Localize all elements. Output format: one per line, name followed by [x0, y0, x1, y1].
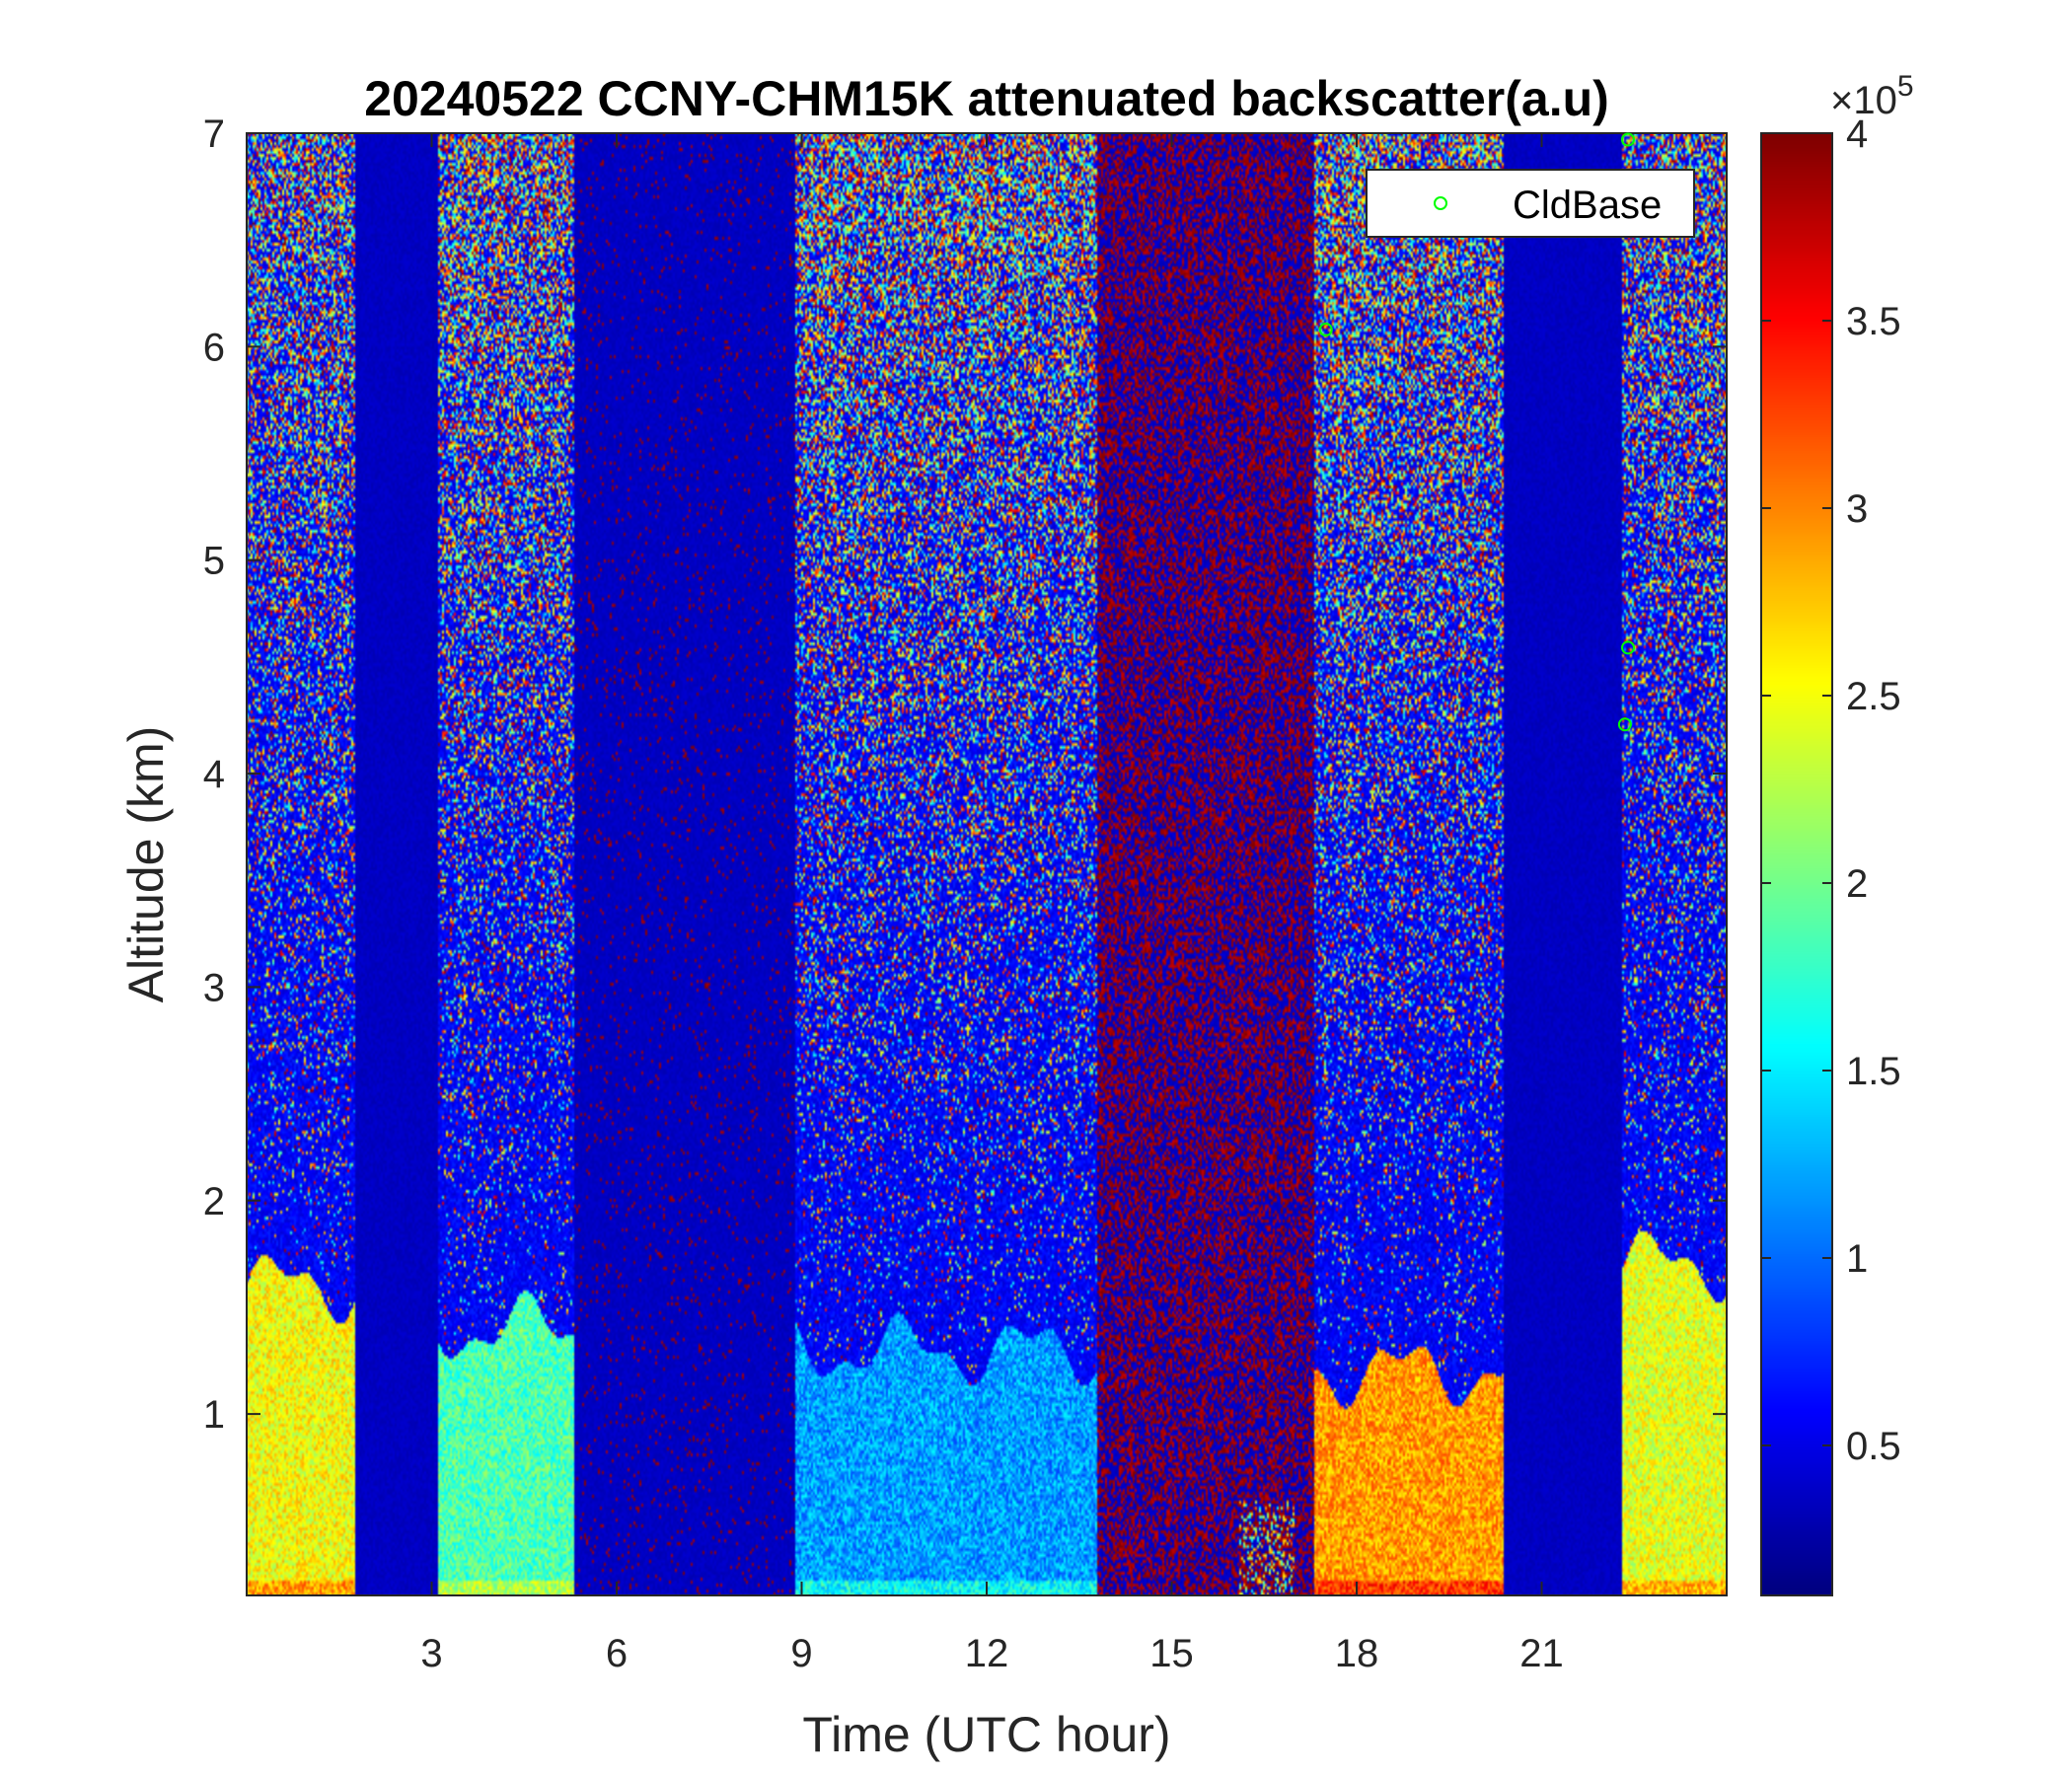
y-axis: 1 2 3 4 5 6 7	[203, 112, 1727, 1437]
y-tick-label: 7	[203, 112, 225, 156]
legend-box	[1366, 169, 1695, 238]
cldbase-point	[1621, 132, 1635, 147]
legend-label-cldbase: CldBase	[1513, 184, 1662, 227]
colorbar: 0.5 1 1.5 2 2.5 3 3.5 4 ×105	[1760, 70, 1914, 1596]
y-tick-label: 4	[203, 753, 225, 796]
colorbar-tick-label: 1	[1846, 1237, 1868, 1281]
y-tick-label: 6	[203, 326, 225, 369]
y-tick-label: 5	[203, 540, 225, 583]
x-tick-label: 9	[790, 1632, 812, 1675]
colorbar-frame	[1760, 132, 1833, 1596]
y-tick-label: 2	[203, 1180, 225, 1223]
x-tick-label: 12	[965, 1632, 1009, 1675]
legend-marker-cldbase	[1434, 196, 1447, 210]
x-tick-label: 18	[1335, 1632, 1379, 1675]
colorbar-multiplier: ×105	[1830, 70, 1914, 122]
colorbar-ticks: 0.5 1 1.5 2 2.5 3 3.5 4	[1761, 112, 1901, 1468]
x-axis-label: Time (UTC hour)	[802, 1707, 1170, 1762]
colorbar-tick-label: 3	[1846, 487, 1868, 531]
backscatter-heatmap	[247, 133, 1727, 1595]
colorbar-tick-label: 1.5	[1846, 1050, 1901, 1093]
cloud-base-series	[1318, 132, 1635, 732]
colorbar-tick-label: 2.5	[1846, 675, 1901, 718]
y-tick-label: 1	[203, 1393, 225, 1437]
colorbar-tick-label: 2	[1846, 862, 1868, 906]
chart-title: 20240522 CCNY-CHM15K attenuated backscat…	[364, 71, 1609, 126]
x-tick-label: 15	[1149, 1632, 1194, 1675]
x-axis: 3 6 9 12 15 18 21	[420, 133, 1564, 1675]
legend: CldBase	[1366, 169, 1695, 238]
y-axis-label: Altitude (km)	[118, 726, 174, 1003]
plot-area	[246, 132, 1728, 1596]
colorbar-tick-label: 0.5	[1846, 1425, 1901, 1468]
x-tick-label: 3	[420, 1632, 442, 1675]
y-tick-label: 3	[203, 966, 225, 1009]
cldbase-point	[1621, 640, 1635, 655]
x-tick-label: 21	[1519, 1632, 1564, 1675]
cldbase-point	[1318, 323, 1333, 337]
cldbase-point	[1617, 717, 1632, 732]
x-tick-label: 6	[606, 1632, 628, 1675]
colorbar-gradient	[1761, 133, 1832, 1595]
colorbar-tick-label: 3.5	[1846, 300, 1901, 343]
colorbar-tick-label: 4	[1846, 112, 1868, 156]
